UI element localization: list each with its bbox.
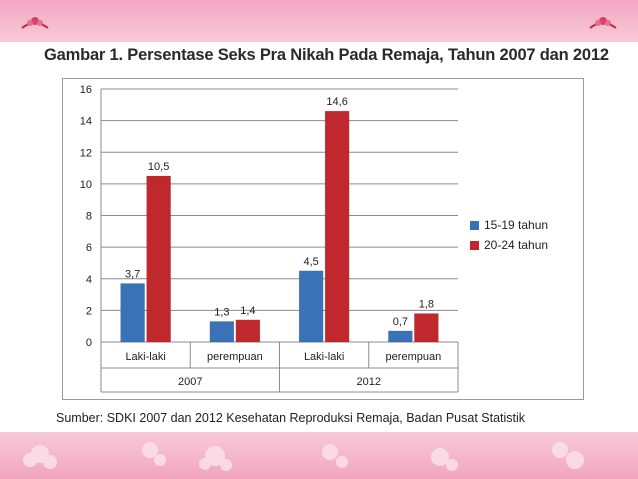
- bar: [298, 270, 324, 343]
- flower-left-icon: [21, 17, 49, 29]
- y-tick-label: 2: [86, 305, 92, 317]
- x-tick-label: perempuan: [386, 351, 442, 363]
- flower-pattern: [23, 442, 584, 471]
- decorative-footer-band: [0, 432, 638, 479]
- bar: [209, 321, 235, 343]
- bar: [120, 283, 145, 343]
- x-tick-label: perempuan: [207, 351, 263, 363]
- data-label: 14,6: [326, 96, 347, 108]
- data-label: 0,7: [393, 316, 408, 328]
- decorative-header-band: [0, 0, 638, 42]
- bar: [414, 313, 439, 343]
- legend-label-20-24: 20-24 tahun: [484, 238, 549, 252]
- source-note: Sumber: SDKI 2007 dan 2012 Kesehatan Rep…: [56, 411, 526, 425]
- legend-label-15-19: 15-19 tahun: [484, 218, 549, 232]
- legend-swatch-15-19: [470, 220, 479, 230]
- data-label: 1,4: [240, 305, 255, 317]
- y-tick-label: 12: [80, 147, 92, 159]
- group-label: 2012: [357, 376, 381, 388]
- group-label: 2007: [178, 376, 202, 388]
- legend-item-20-24: 20-24 tahun: [470, 235, 548, 255]
- y-tick-label: 10: [80, 179, 92, 191]
- data-label: 1,8: [419, 299, 434, 311]
- bar: [388, 330, 413, 343]
- chart-title: Gambar 1. Persentase Seks Pra Nikah Pada…: [44, 46, 609, 64]
- flower-right-icon: [589, 17, 617, 29]
- y-tick-label: 14: [80, 116, 92, 128]
- y-tick-label: 0: [86, 337, 92, 349]
- bar-chart: 0 2 4 6 8 10 12 14 16 3,7 10,5 Laki-laki 1,3 1,4 perem…: [80, 84, 459, 393]
- bar: [324, 110, 350, 343]
- data-label: 1,3: [214, 306, 229, 318]
- chart-legend: 15-19 tahun 20-24 tahun: [470, 215, 548, 255]
- legend-item-15-19: 15-19 tahun: [470, 215, 548, 235]
- x-tick-label: Laki-laki: [304, 351, 344, 363]
- bar: [235, 319, 261, 343]
- bar: [146, 175, 171, 343]
- data-label: 4,5: [303, 256, 318, 268]
- legend-swatch-20-24: [470, 240, 479, 250]
- chart-frame: 0 2 4 6 8 10 12 14 16 3,7 10,5 Laki-laki 1,3 1,4 perem…: [62, 78, 584, 400]
- y-tick-label: 16: [80, 84, 92, 96]
- data-label: 3,7: [125, 268, 140, 280]
- y-tick-label: 8: [86, 211, 92, 223]
- y-tick-label: 6: [86, 242, 92, 254]
- x-tick-label: Laki-laki: [125, 351, 165, 363]
- y-tick-label: 4: [86, 274, 92, 286]
- data-label: 10,5: [148, 161, 169, 173]
